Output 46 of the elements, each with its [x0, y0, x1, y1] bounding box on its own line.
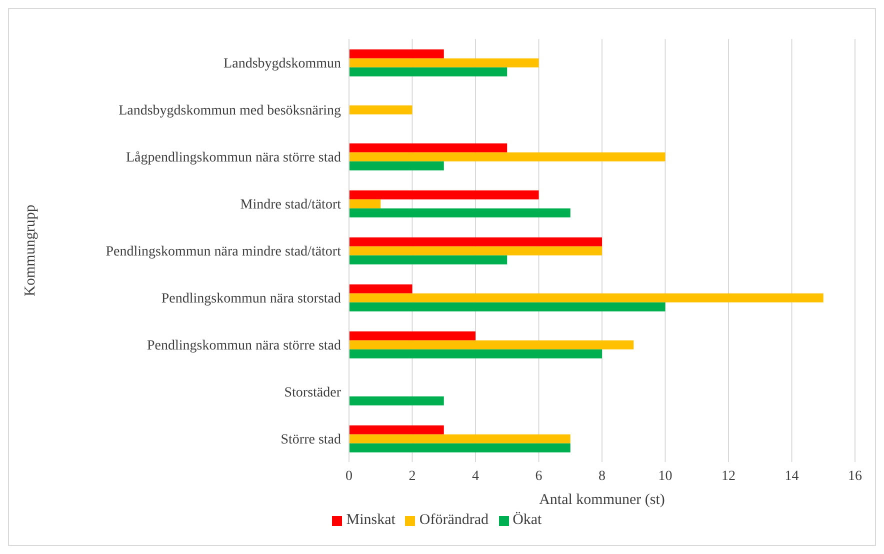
bar — [349, 58, 539, 68]
bar — [349, 152, 666, 162]
bar — [349, 425, 444, 434]
bar — [349, 161, 444, 170]
x-axis-title: Antal kommuner (st) — [539, 492, 665, 508]
bar — [349, 396, 444, 406]
bar — [349, 293, 824, 302]
legend-label: Ökat — [512, 512, 542, 528]
bar — [349, 331, 476, 340]
x-tick-label: 2 — [408, 468, 416, 484]
bar — [349, 105, 412, 114]
y-tick-label: Större stad — [280, 432, 341, 448]
bar — [349, 208, 570, 218]
x-tick-label: 16 — [848, 468, 862, 484]
bar — [349, 190, 539, 200]
y-tick-label: Pendlingskommun nära mindre stad/tätort — [106, 244, 342, 260]
bar — [349, 284, 412, 294]
y-tick-label: Mindre stad/tätort — [240, 197, 342, 212]
x-tick-label: 4 — [472, 468, 479, 484]
x-tick-label: 10 — [658, 468, 672, 484]
legend-label: Oförändrad — [419, 512, 489, 528]
x-tick-label: 12 — [722, 468, 736, 484]
bar — [349, 434, 570, 444]
y-tick-label: Pendlingskommun nära storstad — [161, 291, 341, 306]
y-axis-title: Kommungrupp — [22, 204, 38, 296]
y-tick-label: Landsbygdskommun med besöksnäring — [118, 103, 341, 118]
x-tick-label: 8 — [598, 468, 606, 484]
bar — [349, 143, 508, 152]
y-tick-label: Lågpendlingskommun nära större stad — [126, 150, 341, 166]
bar — [349, 67, 508, 76]
bar — [349, 349, 602, 358]
bar — [349, 246, 602, 256]
bar — [349, 255, 508, 264]
bar — [349, 340, 634, 350]
x-tick-label: 0 — [346, 468, 352, 484]
bar — [349, 49, 444, 58]
legend-label: Minskat — [346, 512, 396, 528]
bar — [349, 443, 570, 452]
y-tick-label: Landsbygdskommun — [224, 56, 341, 72]
x-tick-label: 14 — [784, 468, 799, 484]
y-tick-label: Pendlingskommun nära större stad — [146, 338, 341, 354]
bar — [349, 199, 381, 208]
bar — [349, 237, 602, 246]
y-tick-label: Storstäder — [284, 385, 342, 400]
bar — [349, 302, 666, 312]
x-tick-label: 6 — [535, 468, 542, 484]
